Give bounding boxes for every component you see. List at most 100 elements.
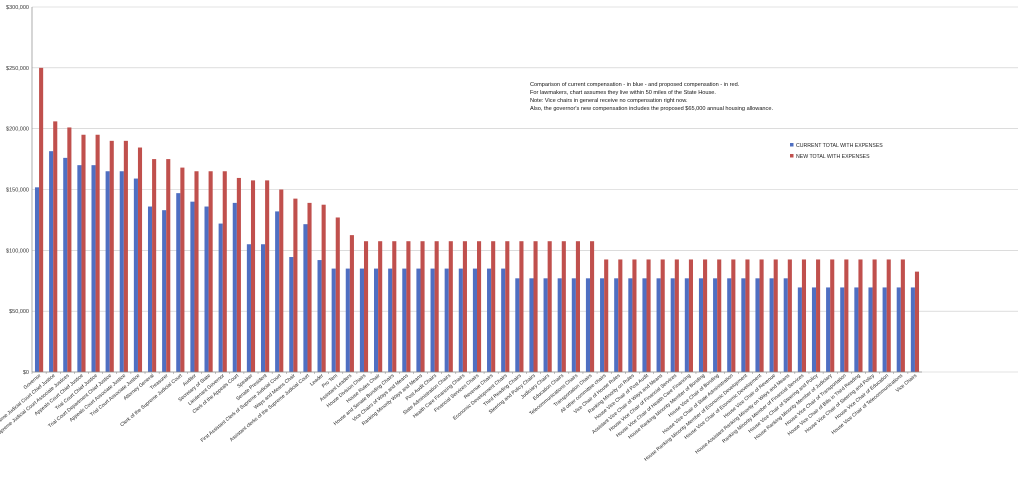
- bar-new: [95, 134, 100, 372]
- bar-current: [472, 268, 477, 372]
- bar-new: [660, 259, 665, 372]
- legend-swatch-new: [790, 154, 794, 158]
- bar-new: [420, 241, 425, 372]
- y-tick-label: $300,000: [6, 5, 29, 11]
- bar-current: [797, 287, 802, 372]
- bar-current: [190, 201, 195, 372]
- bar-new: [618, 259, 623, 372]
- bar-new: [363, 241, 369, 372]
- bar-current: [826, 287, 831, 372]
- bar-new: [448, 241, 453, 372]
- bar-new: [109, 140, 114, 372]
- bar-new: [250, 180, 256, 372]
- bars: [34, 67, 920, 372]
- bar-new: [674, 259, 679, 372]
- bar-new: [307, 202, 312, 372]
- bar-current: [614, 278, 619, 372]
- bar-new: [123, 140, 128, 372]
- bar-current: [275, 211, 280, 372]
- bar-current: [402, 268, 407, 372]
- bar-new: [194, 171, 199, 372]
- bar-current: [515, 278, 520, 372]
- bar-new: [67, 127, 72, 372]
- bar-current: [882, 287, 887, 372]
- bar-current: [260, 244, 266, 372]
- bar-new: [491, 241, 496, 372]
- y-tick-label: $150,000: [6, 188, 29, 194]
- bar-new: [830, 259, 835, 372]
- bar-new: [462, 241, 467, 372]
- bar-current: [571, 278, 576, 372]
- bar-current: [317, 260, 322, 372]
- bar-current: [444, 268, 449, 372]
- bar-current: [684, 278, 689, 372]
- bar-new: [816, 259, 821, 372]
- bar-new: [717, 259, 722, 372]
- bar-current: [49, 151, 54, 372]
- bar-current: [119, 171, 124, 372]
- bar-current: [811, 287, 817, 372]
- bar-new: [406, 241, 411, 372]
- bar-current: [458, 268, 463, 372]
- bar-new: [39, 67, 44, 372]
- legend-label-new: NEW TOTAL WITH EXPENSES: [796, 154, 870, 160]
- bar-current: [910, 287, 915, 372]
- bar-current: [63, 157, 68, 372]
- bar-new: [688, 259, 694, 372]
- annotation-line: Comparison of current compensation - in …: [530, 82, 740, 88]
- y-tick-label: $250,000: [6, 66, 29, 72]
- y-tick-label: $0: [23, 370, 29, 376]
- bar-new: [533, 241, 538, 372]
- bar-new: [590, 241, 595, 372]
- bar-new: [236, 177, 241, 372]
- bar-current: [557, 278, 562, 372]
- bar-current: [246, 244, 251, 372]
- bar-new: [872, 259, 877, 372]
- bar-new: [265, 180, 270, 372]
- bar-new: [505, 241, 510, 372]
- bar-new: [773, 259, 778, 372]
- bar-new: [575, 241, 580, 372]
- bar-current: [374, 268, 379, 372]
- bar-current: [345, 268, 350, 372]
- bar-current: [388, 268, 393, 372]
- bar-new: [759, 259, 764, 372]
- bar-current: [289, 257, 294, 372]
- bar-current: [642, 278, 647, 372]
- bar-new: [166, 159, 171, 372]
- y-tick-label: $200,000: [6, 127, 29, 133]
- bar-current: [896, 287, 901, 372]
- annotation-line: Also, the governor's new compensation in…: [530, 106, 773, 112]
- bar-new: [886, 259, 891, 372]
- bar-current: [176, 193, 181, 372]
- bar-new: [349, 235, 354, 372]
- legend-swatch-current: [790, 143, 794, 147]
- y-tick-label: $100,000: [6, 248, 29, 254]
- bar-current: [218, 223, 223, 372]
- bar-current: [77, 165, 82, 372]
- bar-new: [180, 167, 185, 372]
- bar-current: [487, 268, 492, 372]
- bar-current: [105, 171, 110, 372]
- bar-new: [222, 171, 227, 372]
- bar-current: [162, 210, 167, 372]
- bar-new: [787, 259, 792, 372]
- bar-new: [519, 241, 524, 372]
- bar-new: [703, 259, 708, 372]
- bar-new: [293, 198, 298, 372]
- bar-new: [477, 241, 482, 372]
- bar-current: [698, 278, 704, 372]
- bar-new: [731, 259, 736, 372]
- bar-new: [392, 241, 397, 372]
- bar-new: [279, 189, 284, 372]
- bar-new: [858, 259, 863, 372]
- bar-current: [600, 278, 605, 372]
- bar-current: [416, 268, 421, 372]
- bar-new: [914, 271, 920, 372]
- bar-current: [147, 206, 153, 372]
- bar-current: [840, 287, 845, 372]
- chart-annotation: Comparison of current compensation - in …: [530, 82, 773, 112]
- bar-new: [900, 259, 905, 372]
- annotation-line: For lawmakers, chart assumes they live w…: [530, 90, 716, 96]
